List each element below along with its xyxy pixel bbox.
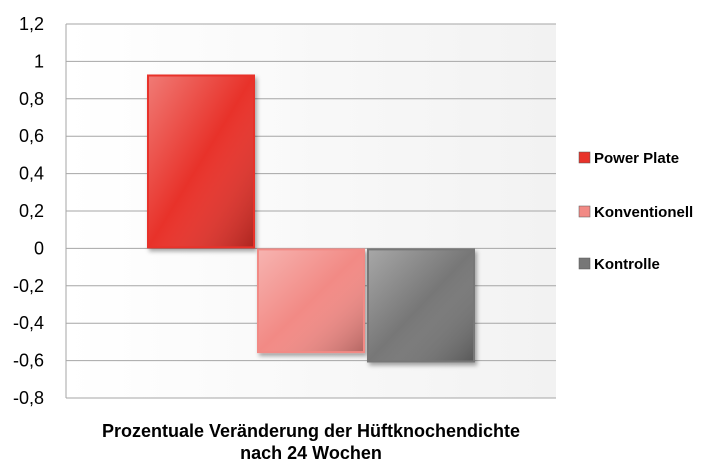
x-axis-label-line-2: nach 24 Wochen bbox=[240, 443, 382, 463]
y-tick-label: -0,6 bbox=[13, 351, 44, 371]
legend-label: Konventionell bbox=[594, 204, 693, 221]
y-tick-label: -0,2 bbox=[13, 276, 44, 296]
legend: Power Plate Konventionell Kontrolle bbox=[578, 150, 693, 273]
bars bbox=[147, 74, 475, 363]
y-tick-label: -0,4 bbox=[13, 313, 44, 333]
y-tick-label: 1,2 bbox=[19, 14, 44, 34]
bar-bevel bbox=[369, 250, 473, 361]
y-axis-ticks: 1,2 1 0,8 0,6 0,4 0,2 0 -0,2 -0,4 -0,6 -0,8 bbox=[13, 14, 44, 408]
bar-bevel bbox=[259, 250, 363, 352]
bar-3 bbox=[367, 248, 475, 363]
x-axis-label-line-1: Prozentuale Veränderung der Hüftknochend… bbox=[102, 421, 520, 441]
legend-label: Kontrolle bbox=[594, 256, 660, 273]
y-tick-label: 0 bbox=[34, 238, 44, 258]
legend-item: Konventionell bbox=[578, 204, 693, 221]
y-tick-label: 0,4 bbox=[19, 164, 44, 184]
bar-1 bbox=[147, 74, 255, 249]
legend-label: Power Plate bbox=[594, 150, 679, 167]
legend-swatch bbox=[578, 257, 591, 270]
y-tick-label: 1 bbox=[34, 51, 44, 71]
legend-swatch bbox=[578, 205, 591, 218]
bar-bevel bbox=[149, 76, 253, 247]
bar-2 bbox=[257, 248, 365, 354]
y-tick-label: -0,8 bbox=[13, 388, 44, 408]
y-tick-label: 0,2 bbox=[19, 201, 44, 221]
legend-swatch bbox=[578, 151, 591, 164]
legend-item: Power Plate bbox=[578, 150, 679, 167]
y-tick-label: 0,8 bbox=[19, 89, 44, 109]
y-tick-label: 0,6 bbox=[19, 126, 44, 146]
legend-item: Kontrolle bbox=[578, 256, 660, 273]
